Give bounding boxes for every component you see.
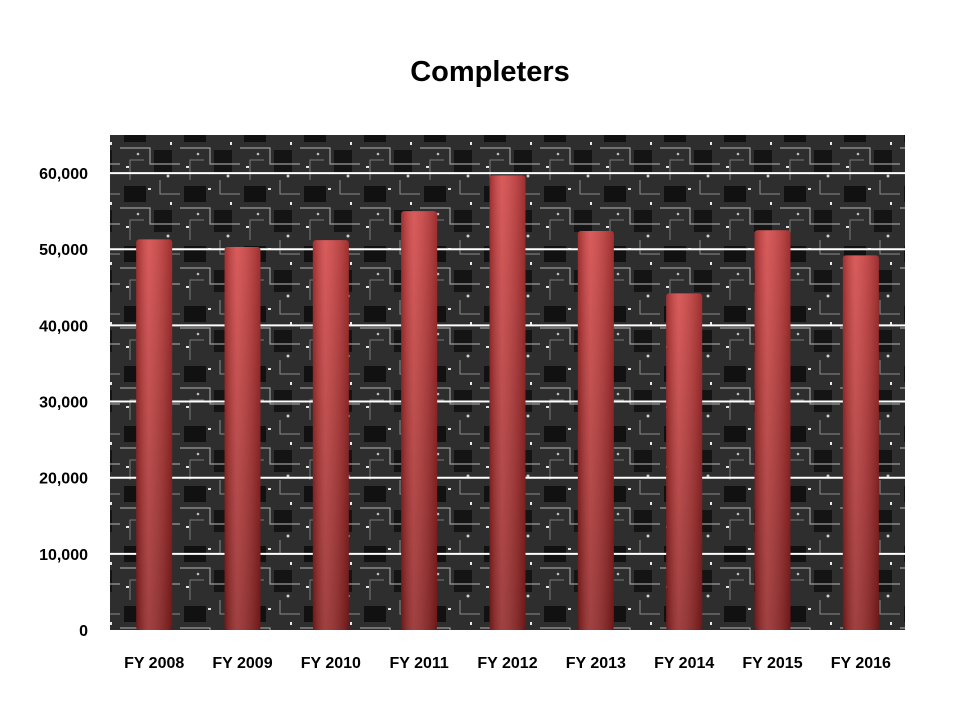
y-tick-label: 40,000 bbox=[39, 318, 88, 335]
y-tick-label: 30,000 bbox=[39, 395, 88, 412]
bar-shading bbox=[754, 230, 791, 630]
x-tick-label: FY 2010 bbox=[301, 655, 361, 672]
chart-title: Completers bbox=[410, 56, 570, 88]
bar-shading bbox=[312, 240, 349, 631]
bar-shading bbox=[136, 239, 173, 631]
bar-shading bbox=[577, 230, 614, 630]
bar-shading bbox=[224, 246, 261, 630]
bar-shading bbox=[401, 211, 438, 630]
x-tick-label: FY 2015 bbox=[742, 655, 802, 672]
x-tick-label: FY 2008 bbox=[124, 655, 184, 672]
bar-shading bbox=[489, 175, 526, 630]
bar-shading bbox=[666, 293, 703, 630]
x-tick-label: FY 2011 bbox=[390, 655, 449, 672]
y-tick-label: 20,000 bbox=[39, 471, 88, 488]
y-tick-label: 60,000 bbox=[39, 166, 88, 183]
x-tick-label: FY 2013 bbox=[566, 655, 626, 672]
x-tick-label: FY 2012 bbox=[477, 655, 537, 672]
y-tick-label: 0 bbox=[79, 623, 88, 640]
y-tick-label: 50,000 bbox=[39, 242, 88, 259]
x-tick-label: FY 2016 bbox=[831, 655, 891, 672]
y-tick-label: 10,000 bbox=[39, 547, 88, 564]
x-tick-label: FY 2009 bbox=[212, 655, 272, 672]
bar-shading bbox=[842, 255, 879, 631]
x-tick-label: FY 2014 bbox=[654, 655, 714, 672]
